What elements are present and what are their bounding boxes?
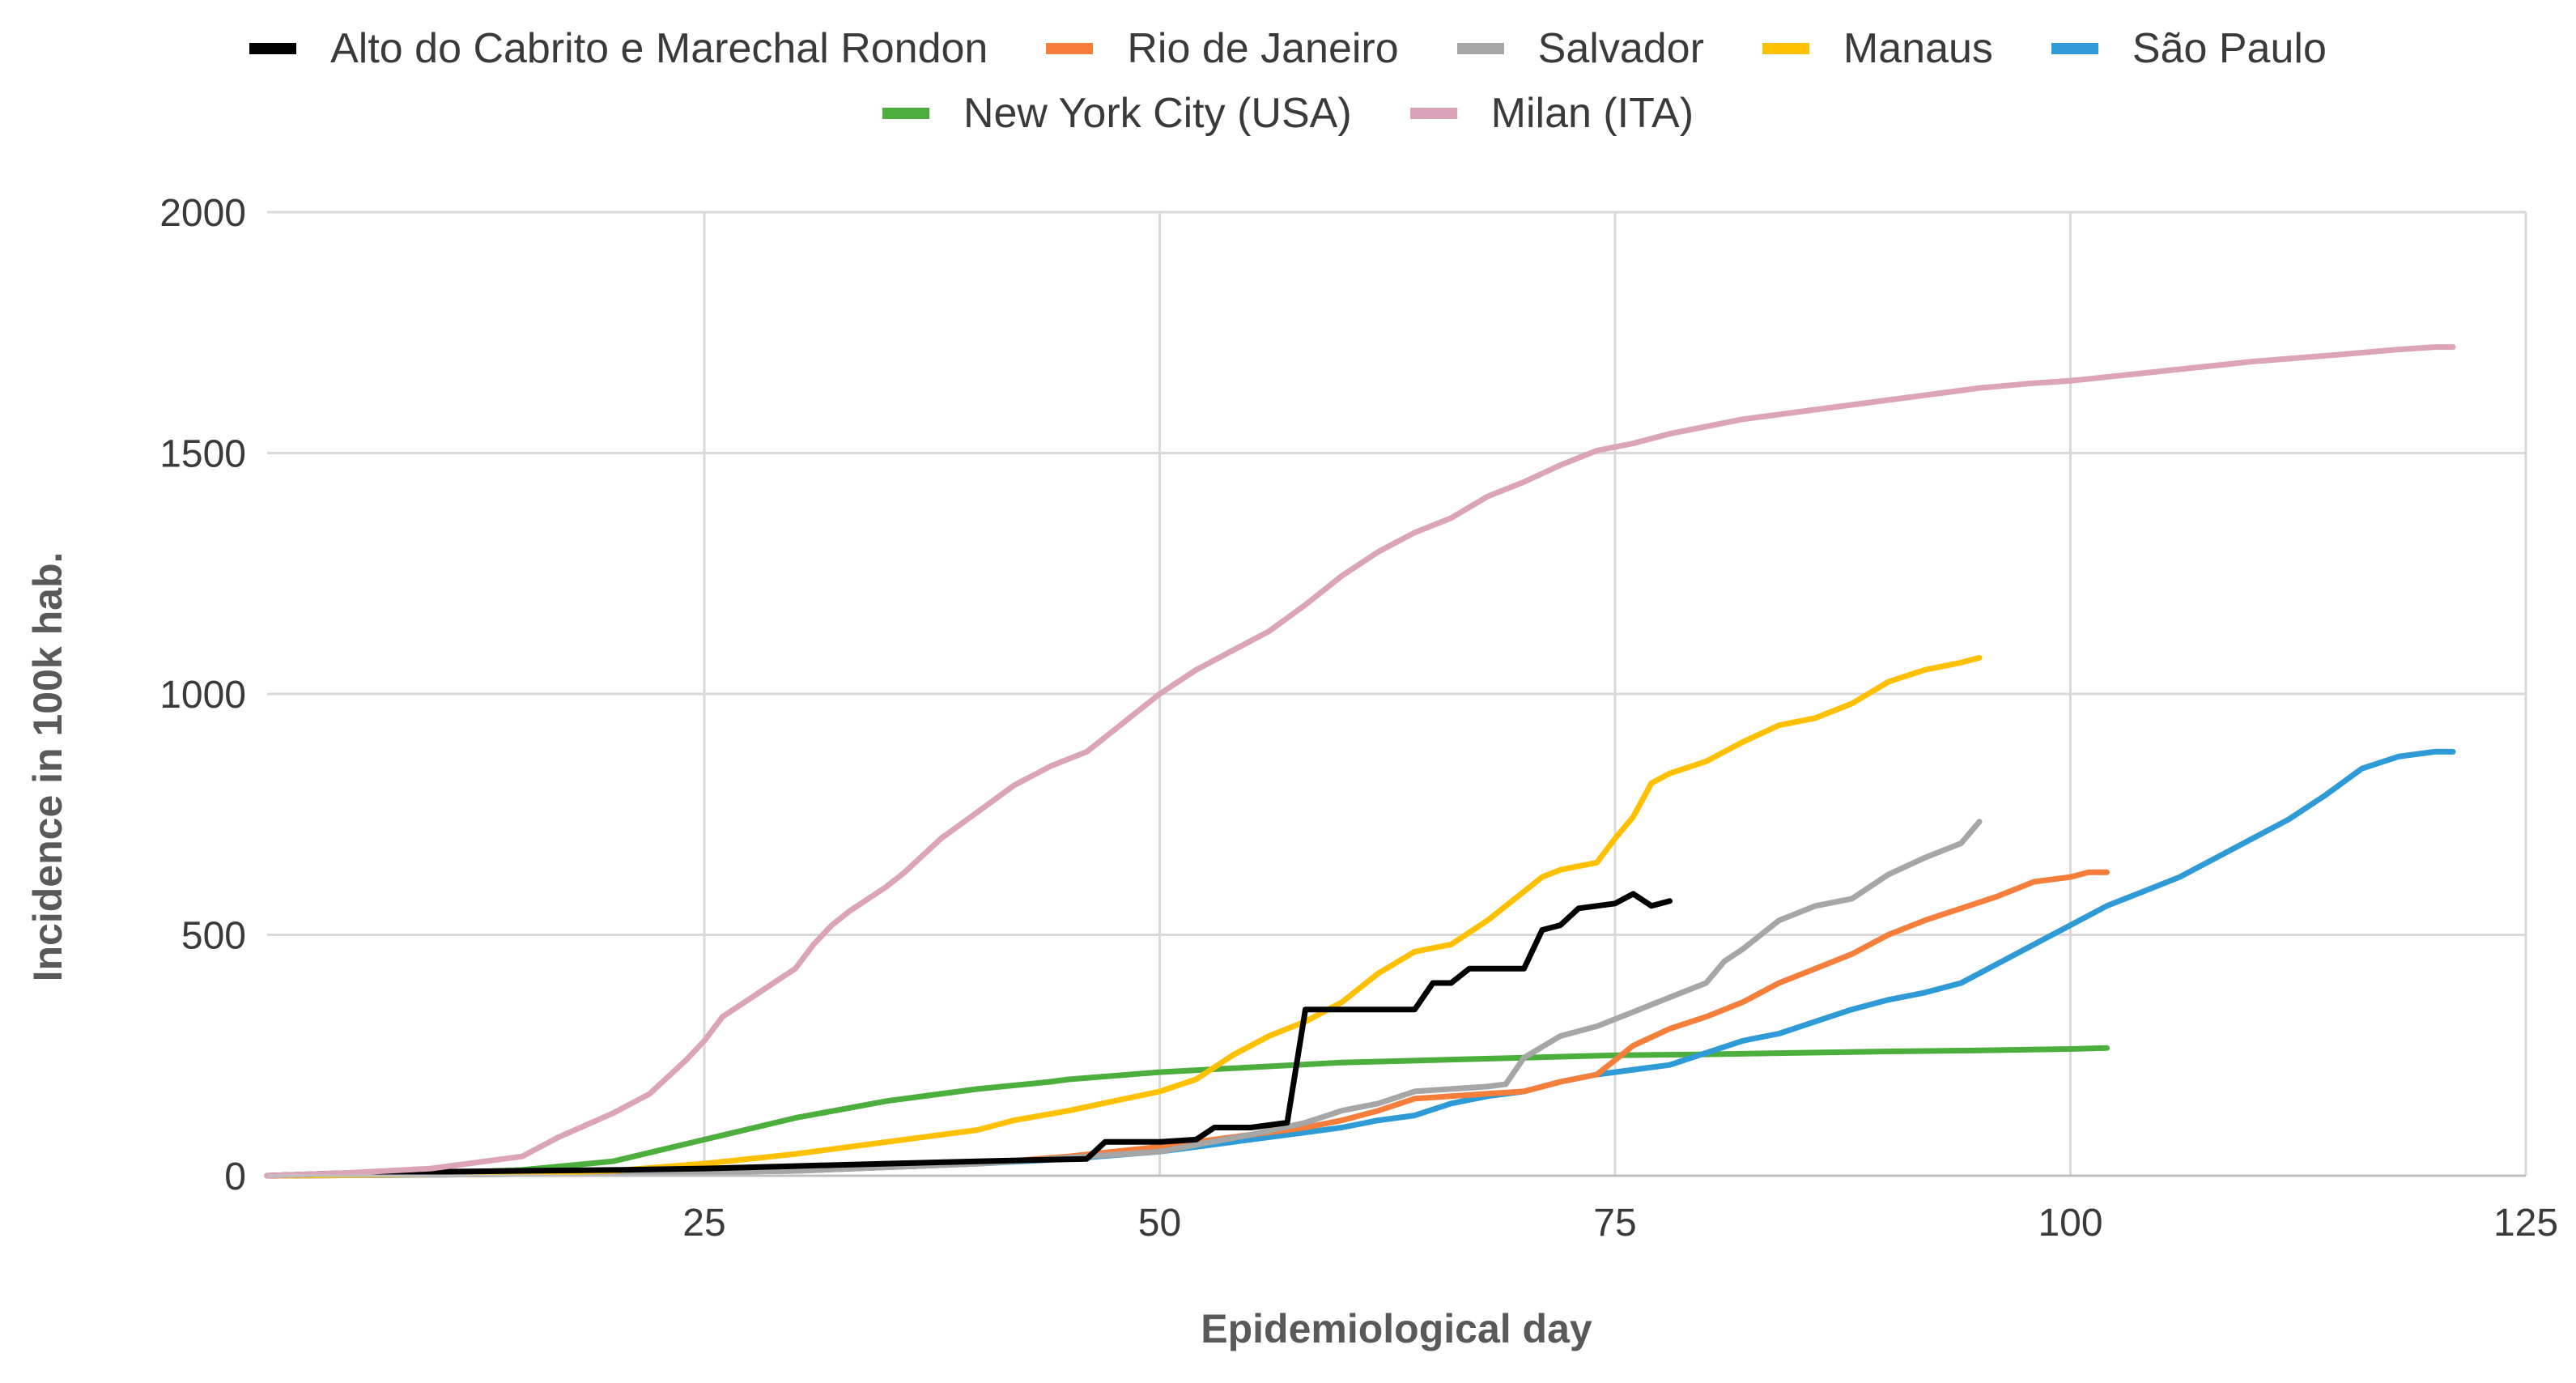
legend-label: New York City (USA) xyxy=(963,90,1352,137)
legend-item-milan: Milan (ITA) xyxy=(1409,89,1694,138)
x-axis-title: Epidemiological day xyxy=(1201,1306,1592,1351)
x-tick-label: 125 xyxy=(2493,1202,2558,1245)
y-tick-label: 0 xyxy=(224,1155,246,1198)
series-line-manaus xyxy=(264,654,1983,1179)
gridlines xyxy=(267,211,2527,1176)
legend-item-manaus: Manaus xyxy=(1762,24,1993,73)
legend-label: Manaus xyxy=(1843,25,1993,72)
series-lines xyxy=(264,344,2456,1179)
legend-swatch xyxy=(249,43,297,54)
legend-item-rio-de-janeiro: Rio de Janeiro xyxy=(1046,24,1399,73)
legend-label: Milan (ITA) xyxy=(1490,90,1694,137)
series-line-rio-de-janeiro xyxy=(264,869,2110,1179)
y-tick-label: 1000 xyxy=(159,674,246,717)
legend-swatch xyxy=(882,108,929,119)
legend-swatch xyxy=(1762,43,1809,54)
legend-swatch xyxy=(1046,43,1094,54)
y-tick-label: 500 xyxy=(181,915,246,958)
y-axis-title: Incidence in 100k hab. xyxy=(25,552,70,982)
legend-label: Alto do Cabrito e Marechal Rondon xyxy=(330,25,988,72)
series-line-s-o-paulo xyxy=(264,748,2456,1179)
y-tick-label: 2000 xyxy=(159,192,246,235)
legend-row-2: New York City (USA) Milan (ITA) xyxy=(0,83,2576,144)
legend-swatch xyxy=(1409,108,1457,119)
tick-labels: 0 500 1000 1500 2000 25 50 75 100 125 xyxy=(159,192,2558,1245)
series-line-salvador xyxy=(264,819,1983,1179)
x-tick-label: 25 xyxy=(682,1202,725,1245)
legend-swatch xyxy=(1456,43,1504,54)
legend-item-new-york-city: New York City (USA) xyxy=(882,89,1352,138)
y-tick-label: 1500 xyxy=(159,433,246,476)
legend-item-alto-do-cabrito: Alto do Cabrito e Marechal Rondon xyxy=(249,24,988,73)
x-tick-label: 50 xyxy=(1138,1202,1181,1245)
series-line-alto-do-cabrito-e-marechal-rondon xyxy=(264,891,1673,1179)
series-line-new-york-city-usa xyxy=(264,1045,2110,1179)
series-line-milan-ita xyxy=(264,344,2456,1179)
legend-row-1: Alto do Cabrito e Marechal Rondon Rio de… xyxy=(0,18,2576,79)
legend-label: Salvador xyxy=(1537,25,1704,72)
legend-label: Rio de Janeiro xyxy=(1127,25,1399,72)
legend-label: São Paulo xyxy=(2132,25,2327,72)
legend-swatch xyxy=(2051,43,2098,54)
x-tick-label: 100 xyxy=(2038,1202,2102,1245)
x-tick-label: 75 xyxy=(1593,1202,1636,1245)
legend-item-sao-paulo: São Paulo xyxy=(2051,24,2327,73)
legend-item-salvador: Salvador xyxy=(1456,24,1704,73)
